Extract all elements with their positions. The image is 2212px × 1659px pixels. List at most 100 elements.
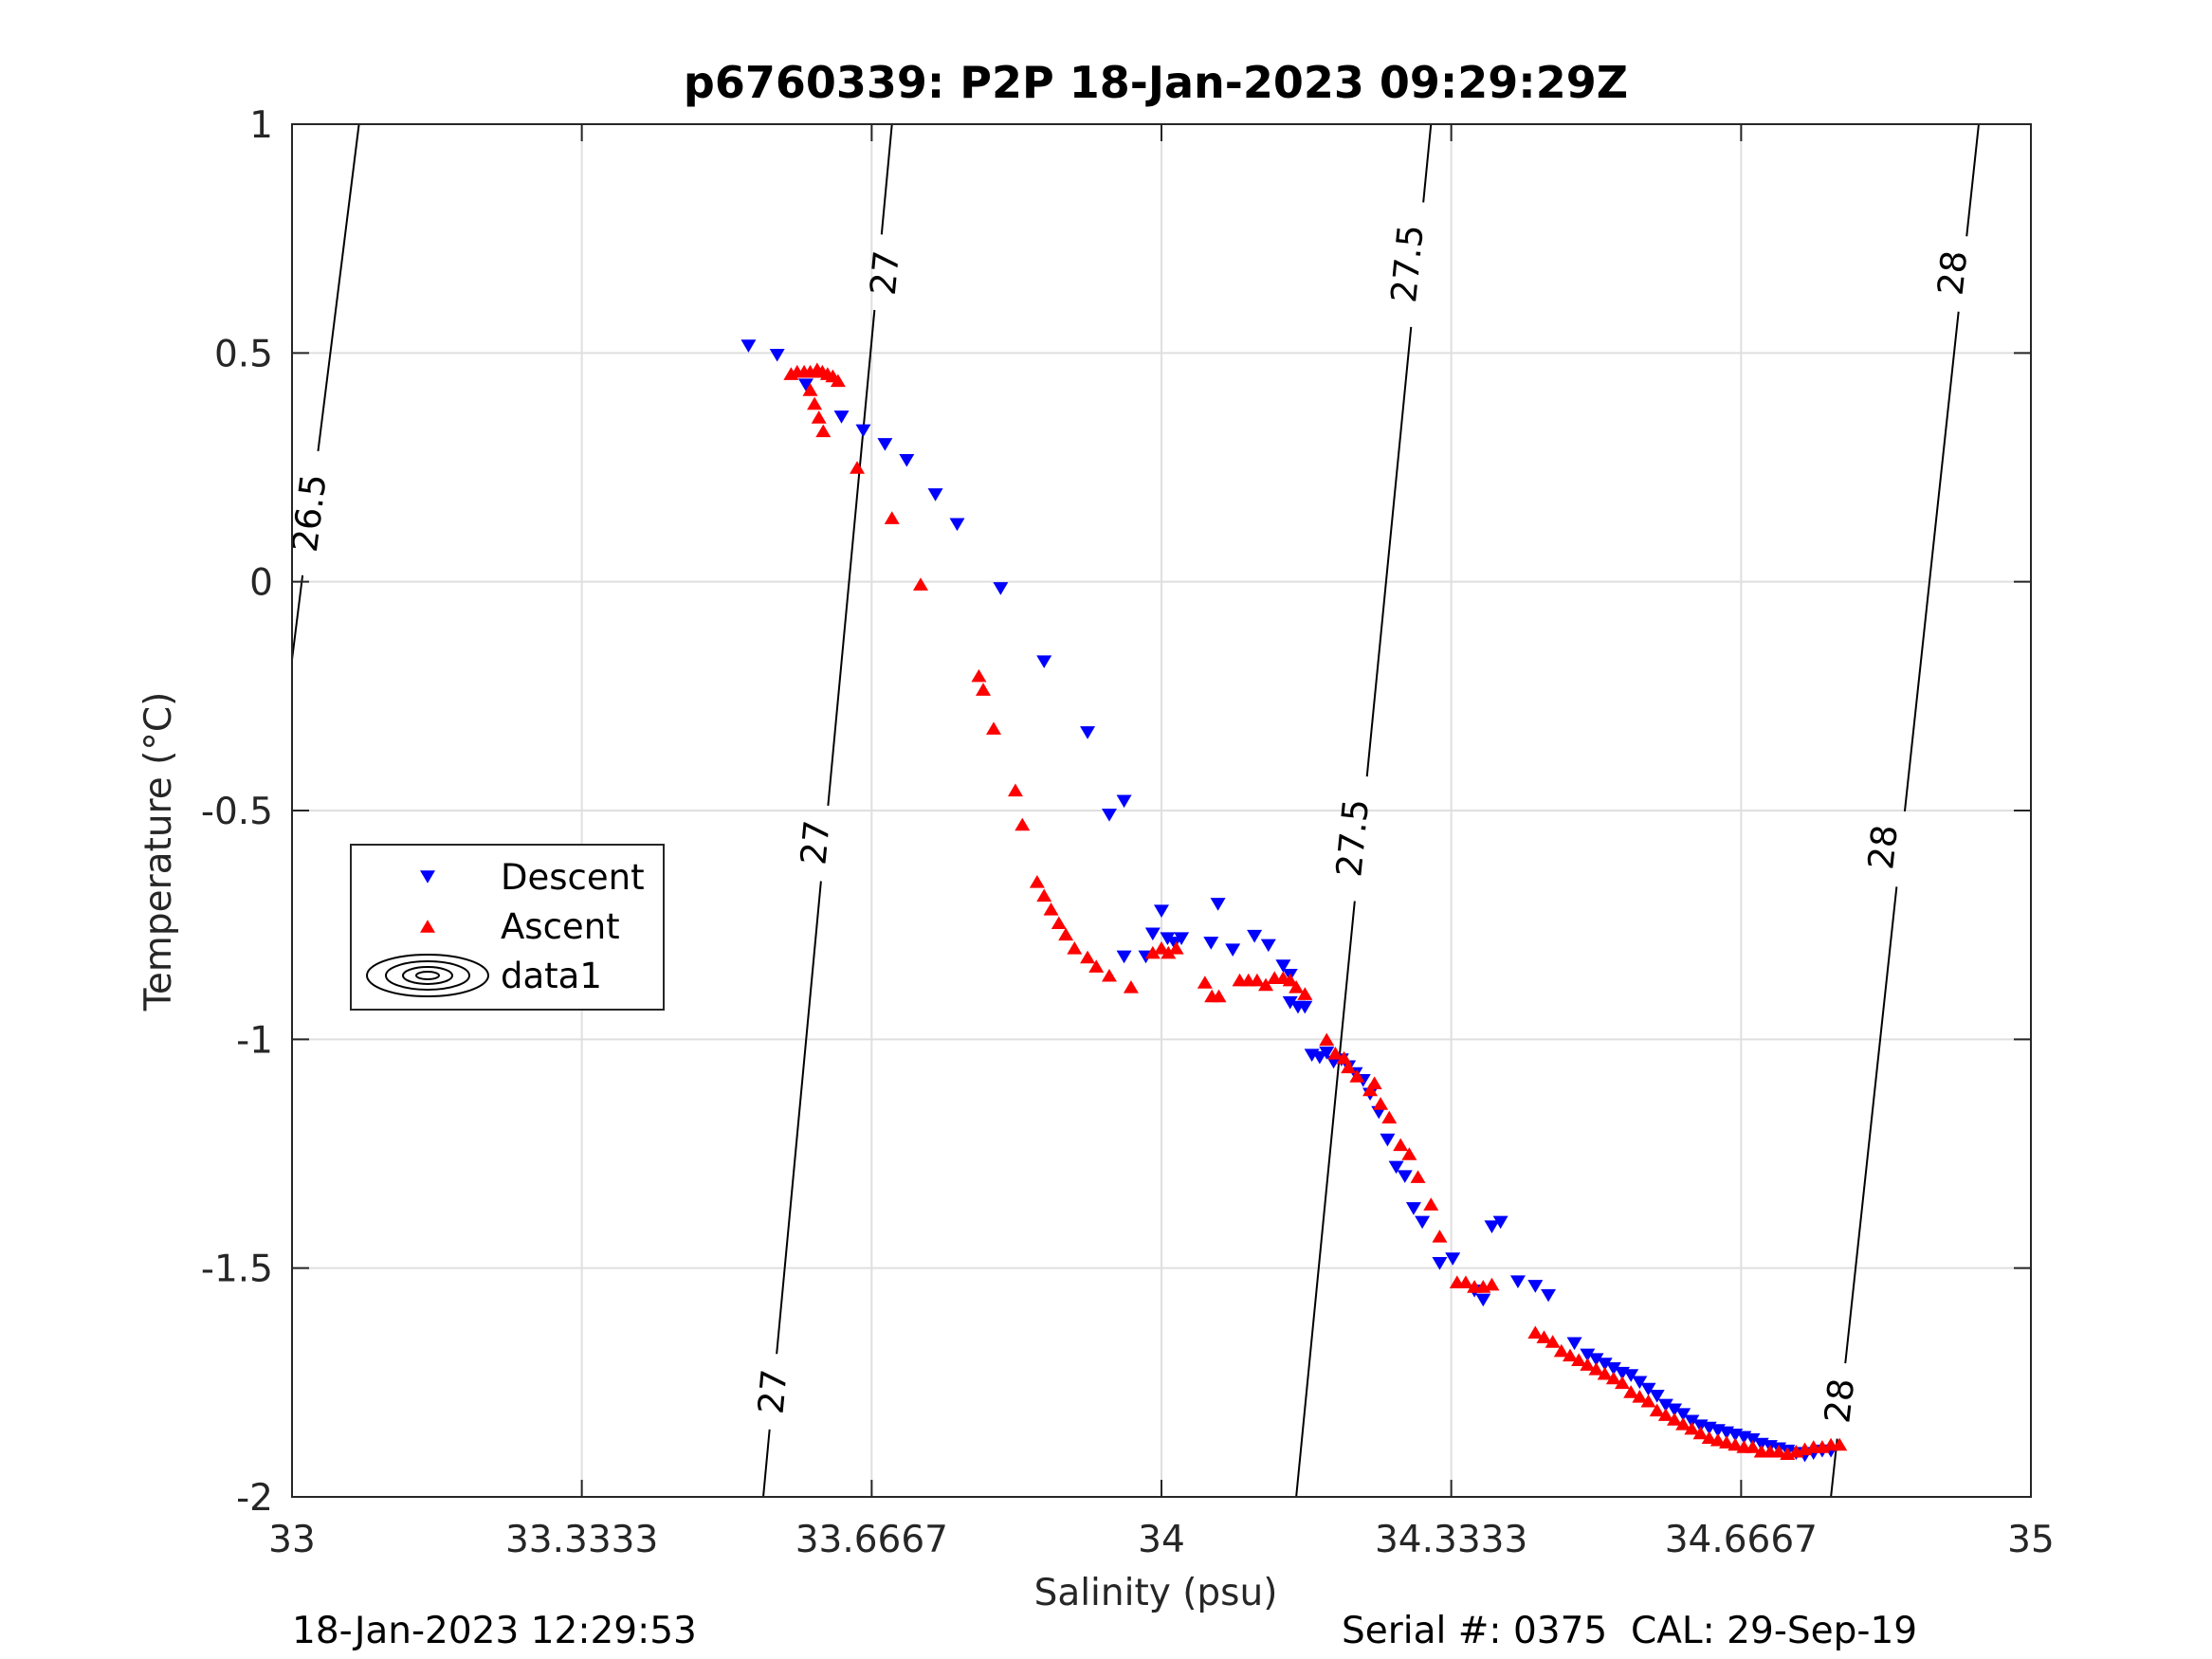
descent-point: [1174, 932, 1190, 945]
chart-title: p6760339: P2P 18-Jan-2023 09:29:29Z: [684, 57, 1628, 108]
descent-point: [1080, 726, 1096, 739]
ascent-point: [1728, 1437, 1744, 1451]
isopycnal-line: [317, 123, 360, 452]
isopycnal-label: 27: [793, 818, 837, 866]
legend-ascent-marker: [420, 920, 435, 933]
descent-point: [1311, 1050, 1327, 1065]
ascent-point: [1282, 973, 1298, 987]
descent-point: [1297, 1000, 1313, 1014]
descent-point: [1319, 1047, 1335, 1060]
ascent-point: [1197, 975, 1213, 989]
ascent-point: [1007, 783, 1023, 797]
ascent-point: [1832, 1437, 1848, 1451]
ascent-point: [1051, 916, 1067, 930]
ascent-point: [1719, 1435, 1735, 1449]
ascent-point: [1597, 1366, 1613, 1380]
ascent-point: [811, 410, 827, 424]
ascent-point: [1058, 927, 1074, 941]
ascent-point: [1161, 945, 1177, 959]
ascent-point: [1410, 1170, 1426, 1183]
ascent-point: [1154, 941, 1169, 955]
ascent-point: [815, 424, 832, 438]
ascent-point: [1168, 941, 1184, 955]
ascent-point: [1588, 1362, 1604, 1376]
x-tick-label: 34.6667: [1665, 1519, 1818, 1561]
ascent-point: [1373, 1097, 1389, 1110]
descent-point: [1388, 1160, 1404, 1175]
isopycnal-line: [1903, 311, 1960, 811]
ascent-point: [1123, 980, 1139, 994]
descent-point: [797, 378, 814, 392]
descent-point: [1036, 655, 1052, 668]
descent-point: [1166, 937, 1182, 950]
isopycnal-line: [1844, 886, 1898, 1364]
ascent-point: [971, 668, 987, 683]
isopycnal-line: [1365, 326, 1413, 777]
descent-point: [1260, 939, 1276, 953]
ascent-point: [1393, 1138, 1409, 1152]
legend-label: data1: [501, 956, 602, 996]
y-axis-label: Temperature (°C): [137, 692, 180, 1012]
descent-point: [1116, 794, 1132, 809]
ascent-point: [1580, 1358, 1596, 1371]
ascent-point: [1258, 977, 1274, 992]
descent-point: [1566, 1337, 1582, 1351]
ascent-point: [1667, 1413, 1683, 1426]
ascent-point: [1562, 1348, 1578, 1362]
isopycnal-line: [1422, 123, 1433, 203]
ascent-point: [807, 396, 823, 410]
descent-point: [1657, 1398, 1673, 1413]
ascent-point: [1144, 945, 1161, 959]
isopycnal-label: 27.5: [1328, 797, 1377, 879]
ascent-point: [1623, 1385, 1639, 1398]
ascent-point: [802, 383, 818, 396]
descent-point: [1415, 1215, 1431, 1230]
ascent-point: [1771, 1444, 1787, 1458]
descent-point: [1154, 904, 1169, 918]
descent-point: [833, 410, 850, 424]
descent-point: [769, 348, 785, 362]
descent-point: [1144, 927, 1161, 941]
isopycnal-label: 28: [1930, 248, 1976, 297]
ascent-point: [1701, 1431, 1717, 1445]
descent-point: [1484, 1220, 1500, 1234]
ascent-point: [1536, 1330, 1552, 1343]
ascent-point: [912, 577, 928, 591]
descent-point: [1116, 950, 1132, 964]
x-tick-label: 33: [268, 1519, 316, 1561]
ascent-point: [1249, 973, 1265, 987]
ascent-point: [1327, 1047, 1344, 1060]
legend-contour-icon: [402, 966, 453, 985]
y-tick-label: -2: [236, 1477, 273, 1520]
ascent-point: [1553, 1343, 1569, 1358]
footer-timestamp: 18-Jan-2023 12:29:53: [292, 1610, 697, 1652]
ascent-point: [850, 461, 866, 474]
ascent-point: [1101, 968, 1117, 982]
y-tick-label: 0: [249, 562, 273, 605]
isopycnal-line: [291, 574, 304, 660]
x-tick-label: 34.3333: [1375, 1519, 1527, 1561]
descent-point: [1649, 1390, 1665, 1403]
ascent-point: [1605, 1371, 1621, 1385]
isopycnal-line: [776, 881, 822, 1355]
ascent-point: [1015, 817, 1031, 831]
ascent-point: [1571, 1353, 1587, 1366]
y-tick-label: 0.5: [214, 333, 273, 375]
x-tick-label: 33.3333: [505, 1519, 658, 1561]
descent-point: [993, 582, 1009, 595]
ascent-point: [1657, 1408, 1673, 1421]
ascent-point: [1692, 1426, 1709, 1440]
isopycnal-label: 27: [750, 1368, 795, 1416]
descent-point: [899, 453, 915, 467]
legend-box: [350, 844, 665, 1011]
descent-point: [1492, 1215, 1508, 1230]
ascent-point: [830, 374, 846, 388]
legend-contour-icon: [366, 954, 489, 997]
descent-point: [927, 488, 943, 501]
descent-point: [1432, 1257, 1448, 1270]
ascent-point: [1401, 1147, 1417, 1160]
ascent-point: [1341, 1060, 1357, 1074]
ascent-point: [1211, 989, 1227, 1003]
legend-contour-icon: [415, 971, 440, 980]
